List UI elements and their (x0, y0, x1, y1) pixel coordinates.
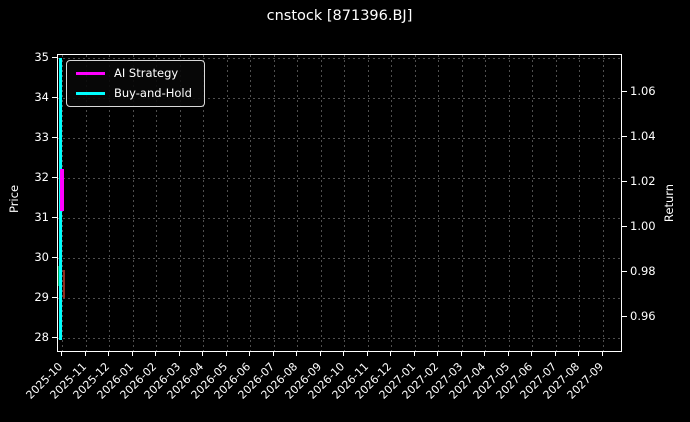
return-tick-label: 1.04 (630, 129, 656, 143)
legend-item-ai-strategy: AI Strategy (76, 67, 192, 80)
x-tickmark (507, 352, 509, 356)
x-gridline (438, 55, 439, 351)
x-gridline (602, 55, 604, 351)
x-tickmark (202, 352, 203, 356)
down-candle-mark (63, 270, 65, 298)
legend-label-buy-and-hold: Buy-and-Hold (114, 86, 192, 100)
y-gridline (58, 138, 621, 139)
x-gridline (555, 55, 557, 351)
price-tick-label: 34 (34, 90, 49, 104)
x-gridline (320, 55, 322, 351)
x-tickmark (155, 352, 156, 356)
price-tick-label: 33 (34, 130, 49, 144)
y-gridline (58, 98, 621, 99)
left-tickmark (52, 257, 57, 258)
right-tickmark (622, 91, 627, 92)
left-tickmark (52, 337, 57, 338)
x-gridline (508, 55, 510, 351)
x-tickmark (413, 352, 415, 356)
x-tickmark (437, 352, 438, 356)
y-gridline (58, 258, 621, 259)
right-tickmark (622, 316, 627, 317)
return-tick-label: 1.00 (630, 219, 656, 233)
left-tickmark (52, 217, 57, 218)
y-gridline (58, 218, 621, 219)
x-tickmark (296, 352, 297, 356)
x-gridline (344, 55, 345, 351)
legend: AI Strategy Buy-and-Hold (66, 60, 205, 107)
left-tickmark (52, 57, 57, 58)
x-gridline (226, 55, 228, 351)
price-tick-label: 30 (34, 250, 49, 264)
price-tick-label: 32 (34, 170, 49, 184)
right-axis-title: Return (662, 183, 676, 223)
x-gridline (132, 55, 134, 351)
x-tickmark (272, 352, 274, 356)
price-tick-label: 29 (34, 290, 49, 304)
price-tick-label: 35 (34, 50, 49, 64)
ai-strategy-line-swatch (76, 72, 105, 75)
x-gridline (485, 55, 486, 351)
y-gridline (58, 298, 621, 299)
x-tickmark (366, 352, 368, 356)
x-gridline (579, 55, 580, 351)
return-tick-label: 0.98 (630, 264, 656, 278)
x-tickmark (390, 352, 391, 356)
legend-item-buy-and-hold: Buy-and-Hold (76, 87, 192, 100)
return-tick-label: 1.06 (630, 84, 656, 98)
buy-and-hold-line-swatch (76, 92, 105, 95)
right-tickmark (622, 136, 627, 137)
x-gridline (461, 55, 463, 351)
x-gridline (297, 55, 298, 351)
x-gridline (85, 55, 87, 351)
ai-strategy-line (60, 168, 64, 212)
y-gridline (58, 58, 621, 59)
x-tickmark (225, 352, 227, 356)
x-gridline (203, 55, 204, 351)
return-tick-label: 0.96 (630, 309, 656, 323)
chart-title: cnstock [871396.BJ] (266, 8, 413, 24)
price-tick-label: 28 (34, 330, 49, 344)
left-tickmark (52, 177, 57, 178)
x-gridline (391, 55, 392, 351)
y-gridline (58, 178, 621, 179)
x-tickmark (84, 352, 86, 356)
x-tickmark (249, 352, 250, 356)
x-gridline (156, 55, 157, 351)
x-gridline (179, 55, 181, 351)
x-gridline (109, 55, 110, 351)
left-tickmark (52, 297, 57, 298)
x-gridline (273, 55, 275, 351)
x-tickmark (319, 352, 321, 356)
return-tick-label: 1.02 (630, 174, 656, 188)
right-tickmark (622, 226, 627, 227)
x-tickmark (578, 352, 579, 356)
x-tickmark (178, 352, 180, 356)
y-gridline (58, 338, 621, 339)
x-tickmark (531, 352, 532, 356)
x-tickmark (61, 352, 62, 356)
x-tickmark (601, 352, 603, 356)
x-gridline (250, 55, 251, 351)
x-tickmark (484, 352, 485, 356)
left-tickmark (52, 97, 57, 98)
right-tickmark (622, 181, 627, 182)
x-tickmark (554, 352, 556, 356)
left-axis-title: Price (7, 184, 21, 214)
x-tickmark (460, 352, 462, 356)
right-tickmark (622, 271, 627, 272)
x-gridline (532, 55, 533, 351)
price-tick-label: 31 (34, 210, 49, 224)
plot-area: AI Strategy Buy-and-Hold (57, 54, 622, 352)
x-tickmark (108, 352, 109, 356)
left-tickmark (52, 137, 57, 138)
legend-label-ai-strategy: AI Strategy (114, 66, 179, 80)
x-gridline (414, 55, 416, 351)
x-gridline (367, 55, 369, 351)
x-tickmark (131, 352, 133, 356)
x-tickmark (343, 352, 344, 356)
